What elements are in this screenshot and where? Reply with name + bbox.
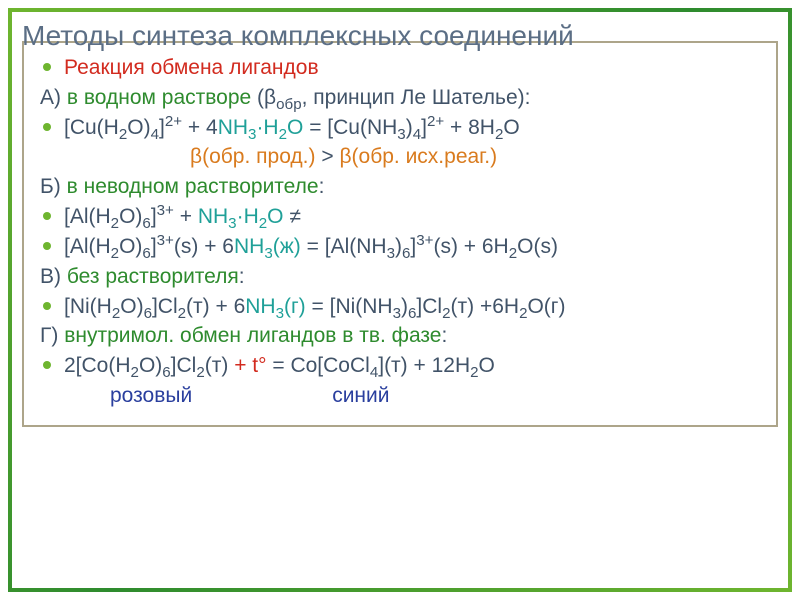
line-beta-compare: β(обр. прод.) > β(обр. исх.реаг.)	[40, 142, 760, 172]
heading-text: Реакция обмена лигандов	[64, 56, 319, 79]
line-colors: розовый синий	[40, 381, 760, 411]
line-d-intro: Г) внутримол. обмен лигандов в тв. фазе:	[40, 321, 760, 351]
bullet-icon	[43, 302, 51, 310]
line-b-intro: Б) в неводном растворителе:	[40, 172, 760, 202]
bullet-icon	[43, 242, 51, 250]
line-eq-c: [Ni(H2O)6]Cl2(т) + 6NH3(г) = [Ni(NH3)6]C…	[40, 292, 760, 322]
line-c-intro: В) без растворителя:	[40, 262, 760, 292]
content-box: Реакция обмена лигандов А) в водном раст…	[22, 41, 778, 427]
line-eq-b2: [Al(H2O)6]3+(s) + 6NH3(ж) = [Al(NH3)6]3+…	[40, 232, 760, 262]
line-eq-a: [Cu(H2O)4]2+ + 4NH3·H2O = [Cu(NH3)4]2+ +…	[40, 113, 760, 143]
line-eq-b1: [Al(H2O)6]3+ + NH3·H2O ≠	[40, 202, 760, 232]
line-eq-d: 2[Co(H2O)6]Cl2(т) + t° = Co[CoCl4](т) + …	[40, 351, 760, 381]
bullet-icon	[43, 63, 51, 71]
bullet-icon	[43, 361, 51, 369]
slide-content: Методы синтеза комплексных соединений Ре…	[22, 18, 778, 582]
color-blue: синий	[332, 384, 389, 407]
line-heading: Реакция обмена лигандов	[40, 53, 760, 83]
bullet-icon	[43, 123, 51, 131]
color-pink: розовый	[110, 384, 192, 407]
line-a-intro: А) в водном растворе (βобр, принцип Ле Ш…	[40, 83, 760, 113]
bullet-icon	[43, 212, 51, 220]
